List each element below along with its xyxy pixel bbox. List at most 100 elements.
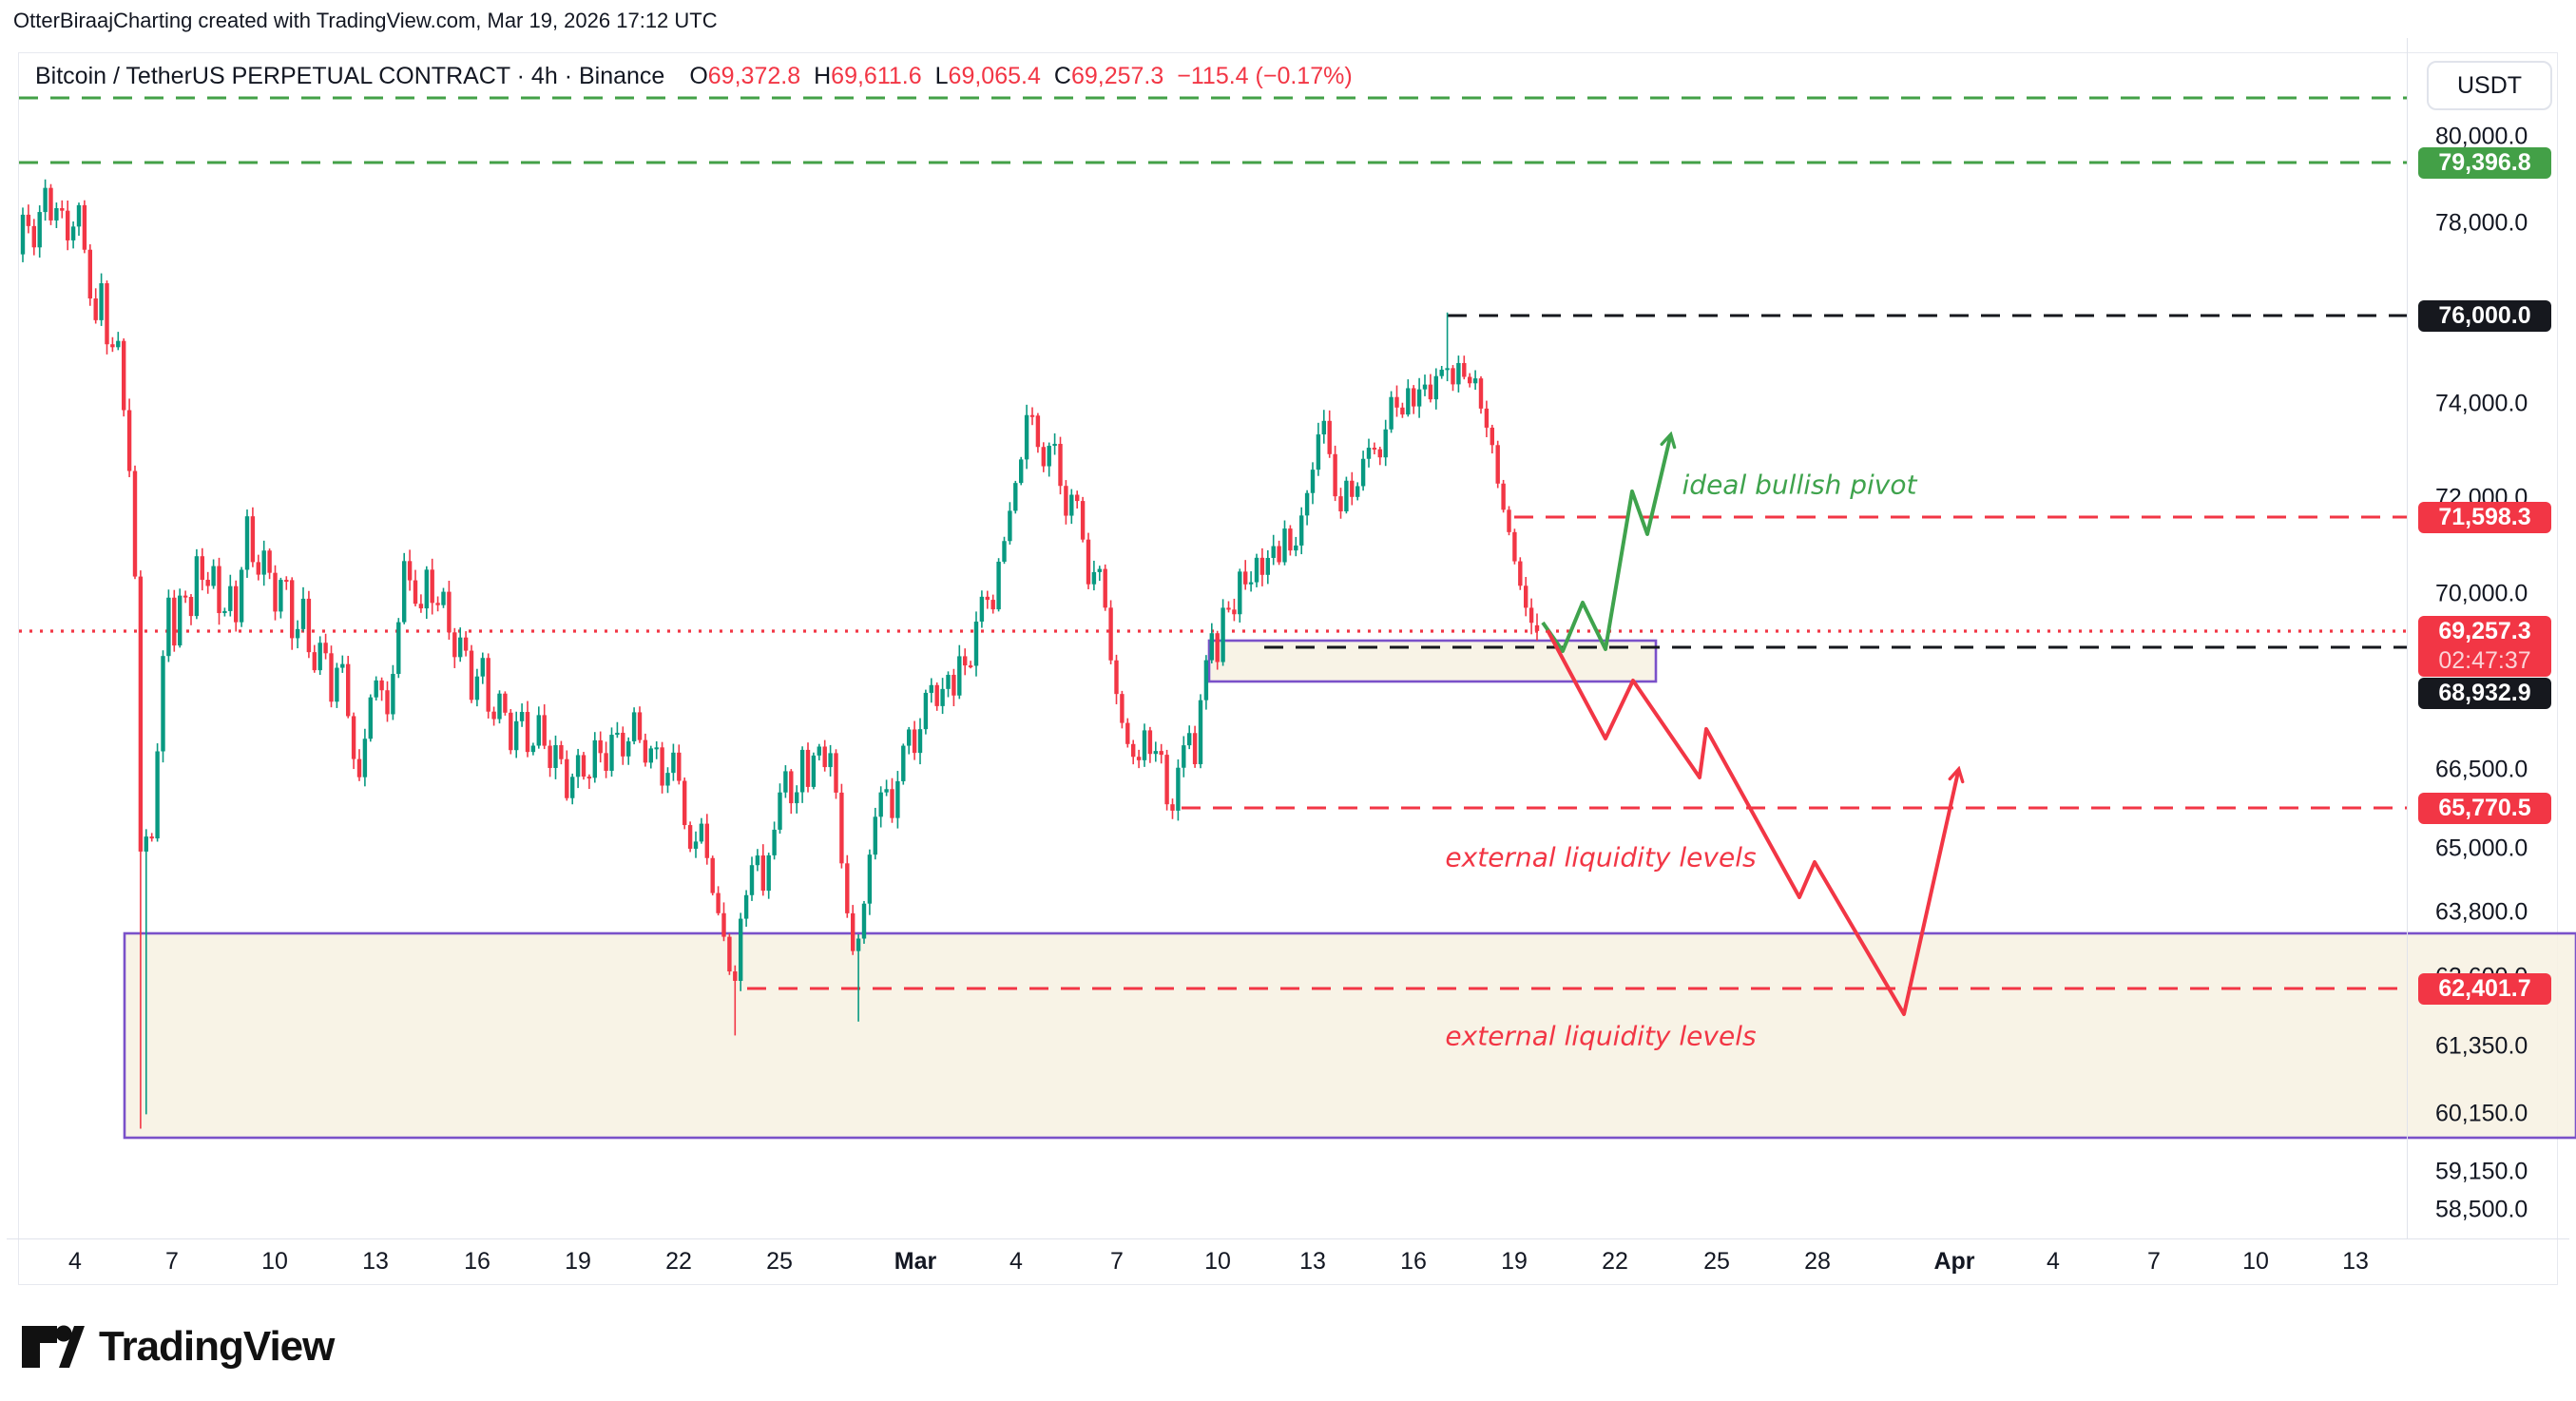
time-tick-13-2478: 13: [2342, 1248, 2369, 1275]
scenario-arrows[interactable]: [1541, 437, 1958, 1016]
time-tick-16-1487: 16: [1400, 1248, 1427, 1275]
candle-body: [1176, 767, 1181, 811]
candle-body: [839, 792, 844, 864]
candle-body: [1394, 396, 1399, 408]
candle-body: [1462, 362, 1467, 377]
ohlc-values: O69,372.8 H69,611.6 L69,065.4 C69,257.3: [689, 63, 1163, 89]
price-axis[interactable]: USDT 80,000.0 78,000.0 74,000.0 72,000.0 70,…: [2408, 38, 2576, 1238]
candle-body: [1422, 384, 1428, 390]
candle-body: [665, 773, 670, 786]
candle-body: [912, 729, 917, 754]
price-tick-80000: 80,000.0: [2435, 123, 2528, 150]
candle-body: [548, 745, 552, 768]
candle-body: [1316, 434, 1321, 470]
candle-body: [1259, 557, 1265, 575]
candle-body: [884, 789, 889, 793]
candle-body: [1164, 755, 1169, 805]
candle-body: [239, 569, 244, 623]
candle-body: [1518, 561, 1523, 586]
candle-body: [1198, 700, 1203, 765]
candle-body: [166, 597, 171, 657]
candle-body: [671, 752, 676, 774]
price-tick-74000: 74,000.0: [2435, 390, 2528, 417]
candle-body: [682, 780, 687, 826]
candle-body: [1080, 501, 1086, 540]
time-tick-10-1281: 10: [1204, 1248, 1231, 1275]
candle-body: [122, 340, 126, 411]
candle-body: [469, 650, 474, 700]
candle-body: [1338, 496, 1343, 512]
candle-body: [1209, 633, 1214, 661]
time-tick-25-1806: 25: [1703, 1248, 1730, 1275]
candle-body: [1035, 415, 1041, 448]
candle-body: [31, 225, 36, 248]
candle-body: [805, 749, 811, 787]
price-tick-58500: 58,500.0: [2435, 1196, 2528, 1223]
time-tick-19-1593: 19: [1501, 1248, 1528, 1275]
candle-body: [525, 712, 530, 753]
candle-body: [1327, 420, 1332, 454]
candle-body: [917, 729, 923, 754]
liquidity-boxes[interactable]: [123, 639, 2576, 1140]
candle-body: [973, 621, 979, 666]
candle-body: [822, 746, 827, 768]
candle-body: [76, 204, 82, 227]
price-badge-624017: 62,401.7: [2418, 973, 2551, 1005]
candle-body: [1451, 368, 1455, 385]
tradingview-logo[interactable]: TradingView: [21, 1323, 335, 1371]
time-axis[interactable]: 4 7 10 13 16 19 22 25 Mar 4 7 10 13 16 19 22 25 28 Apr 4 7 10…: [0, 1239, 2576, 1285]
candle-body: [48, 187, 53, 221]
candle-body: [1277, 546, 1281, 563]
price-axis-separator: [2407, 38, 2408, 1238]
candle-body: [1136, 757, 1142, 760]
time-tick-13-1381: 13: [1299, 1248, 1326, 1275]
candle-body: [486, 658, 490, 712]
ohlc-h: H69,611.6: [814, 63, 922, 89]
price-level-lines[interactable]: [19, 96, 2407, 990]
candle-body: [351, 716, 356, 759]
candle-body: [37, 212, 42, 248]
ideal-bullish-pivot[interactable]: ideal bullish pivot: [1682, 469, 1917, 501]
candle-body: [273, 572, 278, 612]
candle-body: [1086, 539, 1091, 585]
price-tick-59150: 59,150.0: [2435, 1158, 2528, 1185]
candle-body: [565, 758, 569, 798]
candle-body: [1103, 568, 1107, 608]
candle-body: [132, 470, 138, 577]
tradingview-logomark: [22, 1325, 85, 1368]
candle-body: [1192, 733, 1198, 765]
bullish-scenario-arrow[interactable]: [1541, 437, 1670, 653]
candle-body: [1366, 448, 1372, 459]
candle-body: [188, 597, 194, 617]
symbol-name[interactable]: Bitcoin / TetherUS PERPETUAL CONTRACT · …: [35, 63, 665, 89]
candle-body: [144, 836, 148, 852]
candle-body: [1271, 546, 1276, 559]
candle-body: [710, 857, 715, 893]
external-liquidity-upper[interactable]: external liquidity levels: [1445, 841, 1757, 873]
candle-body: [70, 226, 76, 240]
candle-body: [396, 622, 401, 675]
candle-body: [1478, 378, 1484, 409]
candle-body: [834, 753, 838, 793]
candle-body: [491, 711, 496, 720]
bearish-scenario-arrow[interactable]: [1546, 629, 1958, 1016]
candle-body: [1221, 607, 1225, 662]
lower-liquidity-box[interactable]: [123, 931, 2576, 1140]
candle-body: [1321, 420, 1326, 435]
candle-body: [99, 283, 104, 320]
candle-body: [626, 740, 631, 757]
candle-body: [1153, 751, 1158, 755]
chart-widget-frame: [18, 52, 2558, 1285]
external-liquidity-lower[interactable]: external liquidity levels: [1445, 1020, 1757, 1052]
candle-body: [1389, 396, 1394, 430]
candle-body: [267, 550, 272, 573]
candle-body: [205, 580, 210, 586]
candle-body: [66, 210, 70, 240]
candle-body: [952, 675, 956, 696]
candle-body: [211, 566, 216, 586]
candle-body: [1097, 568, 1102, 572]
candle-body: [1299, 515, 1304, 546]
candle-body: [789, 771, 794, 804]
currency-toggle-button[interactable]: USDT: [2427, 61, 2552, 110]
